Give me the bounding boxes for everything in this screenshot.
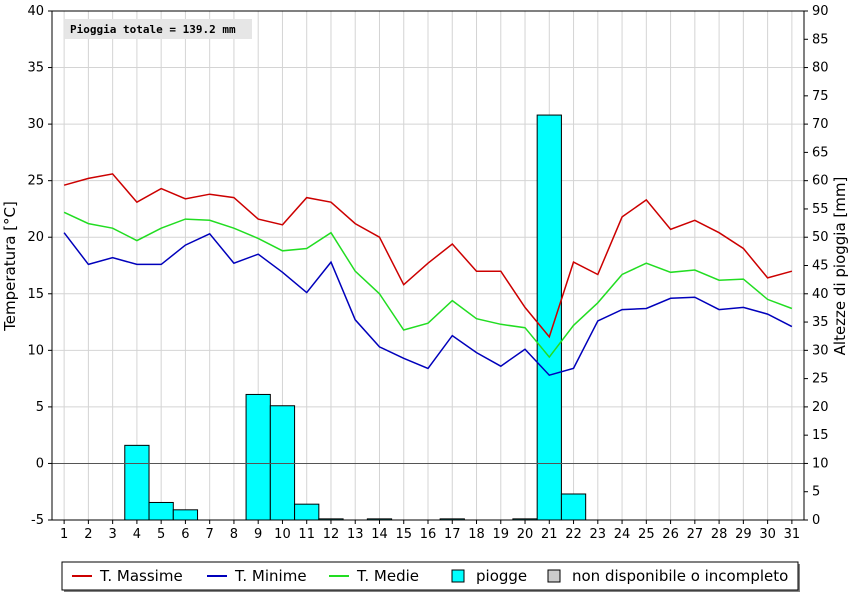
rain-bar-day-6 [172, 509, 199, 521]
x-tick-label: 14 [371, 527, 388, 542]
right-tick-label: 60 [812, 174, 829, 189]
right-tick-label: 45 [812, 259, 829, 274]
legend-label-2: T. Medie [356, 567, 419, 585]
right-tick-label: 85 [812, 32, 829, 47]
right-tick-label: 50 [812, 230, 829, 245]
left-tick-label: 40 [27, 4, 44, 19]
series-line-t-massime [63, 173, 793, 339]
x-tick-label: 24 [614, 527, 631, 542]
right-tick-label: 25 [812, 372, 829, 387]
x-tick-label: 29 [735, 527, 752, 542]
left-tick-label: 5 [36, 400, 44, 415]
total-rain-annotation: Pioggia totale = 139.2 mm [65, 19, 252, 39]
legend-label-3: piogge [476, 567, 527, 585]
rain-bar-day-4 [124, 444, 150, 521]
x-tick-label: 10 [274, 527, 291, 542]
right-tick-label: 65 [812, 145, 829, 160]
x-tick-label: 31 [784, 527, 801, 542]
x-tick-label: 26 [662, 527, 679, 542]
right-tick-label: 15 [812, 428, 829, 443]
x-tick-label: 1 [60, 527, 68, 542]
rain-bar-day-22 [560, 493, 587, 521]
x-axis-ticks: 1 2 3 4 5 6 7 8 9 10 11 12 13 14 15 16 17 18 19 20 21 22 23 24 2… [60, 520, 800, 542]
right-tick-label: 70 [812, 117, 829, 132]
right-tick-label: 75 [812, 89, 829, 104]
x-tick-label: 21 [541, 527, 558, 542]
legend: T. Massime T. Minime T. Medie piogge non dis… [61, 561, 800, 592]
right-tick-label: 30 [812, 343, 829, 358]
rain-bar-day-5 [148, 501, 174, 521]
left-tick-label: 35 [27, 61, 44, 76]
legend-label-0: T. Massime [99, 567, 183, 585]
x-tick-label: 16 [420, 527, 437, 542]
x-tick-label: 28 [711, 527, 728, 542]
rain-bar-day-21 [536, 114, 562, 521]
rain-bar-day-11 [294, 503, 320, 521]
x-tick-label: 8 [230, 527, 238, 542]
left-axis-title: Temperatura [°C] [1, 201, 19, 332]
left-tick-label: 10 [27, 343, 44, 358]
left-tick-label: 15 [27, 287, 44, 302]
x-tick-label: 25 [638, 527, 655, 542]
x-tick-label: 30 [759, 527, 776, 542]
legend-box [61, 561, 799, 591]
x-tick-label: 19 [493, 527, 510, 542]
rain-bars [124, 114, 587, 521]
x-tick-label: 15 [395, 527, 412, 542]
left-tick-label: 25 [27, 174, 44, 189]
x-tick-label: 9 [254, 527, 262, 542]
right-tick-label: 10 [812, 456, 829, 471]
legend-swatch-3 [451, 569, 465, 583]
x-tick-label: 20 [517, 527, 534, 542]
x-tick-label: 3 [109, 527, 117, 542]
left-tick-label: 30 [27, 117, 44, 132]
temperature-lines [63, 173, 793, 377]
x-tick-label: 11 [298, 527, 315, 542]
x-tick-label: 7 [206, 527, 214, 542]
total-rain-text: Pioggia totale = 139.2 mm [70, 23, 236, 36]
rain-bar-day-10 [269, 405, 296, 521]
grid-lines [52, 10, 804, 521]
x-tick-label: 13 [347, 527, 364, 542]
rain-bar-day-9 [245, 393, 271, 521]
x-tick-label: 6 [181, 527, 189, 542]
right-tick-label: 55 [812, 202, 829, 217]
x-tick-label: 2 [84, 527, 92, 542]
left-axis-ticks: -5 0 5 10 15 20 25 30 35 40 [27, 4, 52, 528]
right-axis-ticks: 0 5 10 15 20 25 30 35 40 45 50 55 60 65 70 75 80 85 90 [804, 4, 829, 528]
x-tick-label: 23 [590, 527, 607, 542]
left-tick-label: 20 [27, 230, 44, 245]
right-tick-label: 20 [812, 400, 829, 415]
x-tick-label: 18 [468, 527, 485, 542]
right-tick-label: 35 [812, 315, 829, 330]
x-tick-label: 5 [157, 527, 165, 542]
legend-swatch-4 [547, 569, 561, 583]
legend-label-1: T. Minime [234, 567, 307, 585]
x-tick-label: 17 [444, 527, 461, 542]
x-tick-label: 22 [565, 527, 582, 542]
right-tick-label: 40 [812, 287, 829, 302]
x-tick-label: 27 [687, 527, 704, 542]
x-tick-label: 4 [133, 527, 141, 542]
legend-label-4: non disponibile o incompleto [572, 567, 788, 585]
right-tick-label: 90 [812, 4, 829, 19]
right-tick-label: 80 [812, 61, 829, 76]
right-tick-label: 5 [812, 485, 820, 500]
left-tick-label: 0 [36, 456, 44, 471]
x-tick-label: 12 [323, 527, 340, 542]
series-line-t-medie [63, 211, 793, 359]
left-tick-label: -5 [31, 513, 44, 528]
right-axis-title: Altezze di pioggia [mm] [831, 177, 849, 356]
series-line-t-minime [63, 232, 793, 377]
right-tick-label: 0 [812, 513, 820, 528]
